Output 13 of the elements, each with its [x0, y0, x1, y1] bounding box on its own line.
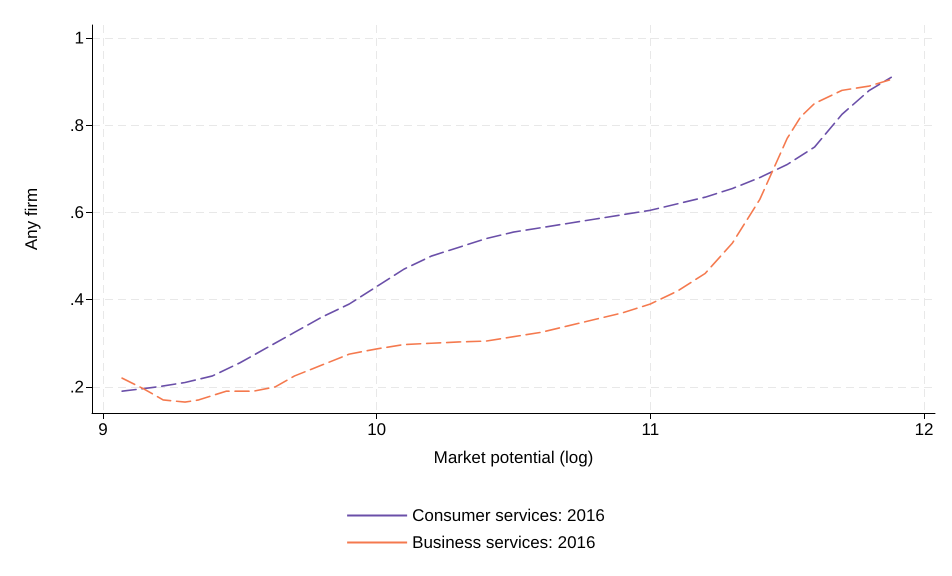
- x-tick-label: 12: [914, 420, 934, 439]
- y-tick-label: .6: [70, 202, 84, 222]
- y-tick-label: .4: [70, 290, 84, 310]
- y-axis-title: Any firm: [22, 188, 41, 250]
- x-tick-label: 11: [642, 420, 660, 439]
- x-tick-label: 9: [98, 420, 108, 439]
- legend-label: Consumer services: 2016: [412, 506, 605, 525]
- y-tick-label: 1: [74, 28, 84, 48]
- x-tick-label: 10: [367, 420, 386, 439]
- y-tick-label: .2: [70, 377, 84, 396]
- y-tick-label: .8: [70, 116, 84, 135]
- legend-label: Business services: 2016: [412, 533, 596, 552]
- x-axis-title: Market potential (log): [434, 448, 594, 467]
